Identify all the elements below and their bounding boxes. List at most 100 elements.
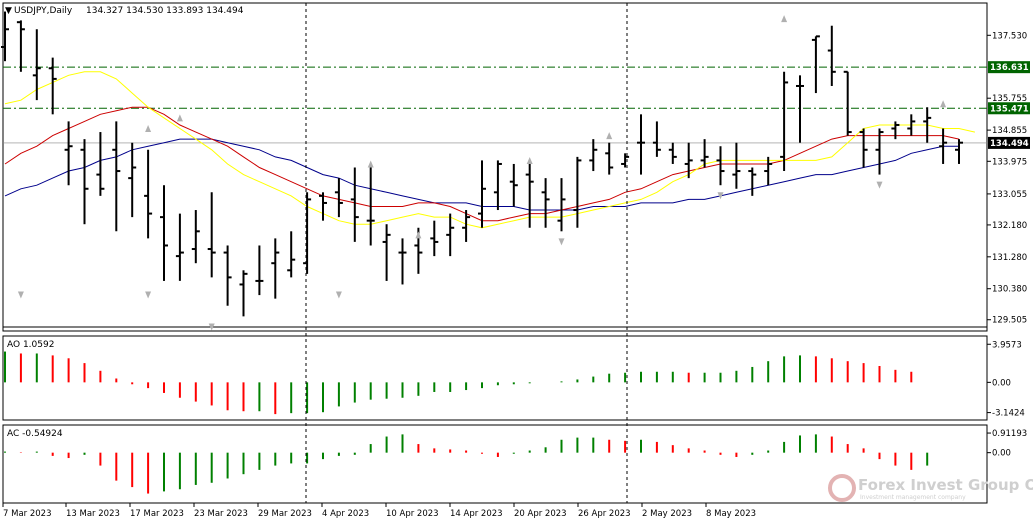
ohlc-bar[interactable] bbox=[334, 178, 343, 218]
ohlc-bar[interactable] bbox=[923, 107, 932, 143]
ohlc-bar[interactable] bbox=[64, 121, 73, 186]
ao-label: AO 1.0592 bbox=[7, 340, 54, 350]
ohlc-bar[interactable] bbox=[144, 149, 153, 239]
ohlc-bar[interactable] bbox=[446, 213, 455, 257]
ohlc-bar[interactable] bbox=[573, 156, 582, 228]
x-tick-label: 2 May 2023 bbox=[642, 509, 692, 519]
ohlc-bar[interactable] bbox=[398, 238, 407, 285]
ohlc-bar[interactable] bbox=[907, 114, 916, 136]
x-tick-label: 26 Apr 2023 bbox=[578, 509, 631, 519]
ohlc-bar[interactable] bbox=[509, 163, 518, 207]
y-tick-label: 137.530 bbox=[992, 31, 1027, 41]
fractal-down-arrow-icon bbox=[208, 323, 215, 331]
y-tick-label: 133.975 bbox=[992, 157, 1027, 167]
ohlc-bar[interactable] bbox=[1, 11, 9, 62]
ohlc-bar[interactable] bbox=[811, 35, 820, 94]
ohlc-bar[interactable] bbox=[191, 210, 200, 264]
fractal-down-arrow-icon bbox=[17, 291, 24, 299]
x-tick-label: 17 Mar 2023 bbox=[130, 509, 184, 519]
ohlc-bar[interactable] bbox=[32, 29, 41, 101]
ohlc-bar[interactable] bbox=[891, 121, 900, 140]
y-tick-label: 134.855 bbox=[992, 126, 1027, 136]
x-tick-label: 8 May 2023 bbox=[706, 509, 756, 519]
ohlc-bar[interactable] bbox=[16, 20, 25, 72]
ohlc-bar[interactable] bbox=[478, 160, 486, 228]
ohlc-bar[interactable] bbox=[875, 128, 884, 175]
ohlc-bar[interactable] bbox=[255, 245, 264, 296]
watermark-name: Forex Invest Group OÜ bbox=[858, 475, 1033, 494]
ohlc-bar[interactable] bbox=[716, 146, 725, 186]
ohlc-bar[interactable] bbox=[160, 185, 168, 281]
fractal-down-arrow-icon bbox=[717, 192, 724, 200]
price-level-tag bbox=[988, 61, 1030, 74]
ohlc-bar[interactable] bbox=[175, 213, 184, 281]
ohlc-bar[interactable] bbox=[382, 224, 391, 281]
main-price-panel[interactable] bbox=[1, 11, 987, 331]
watermark-logo-icon bbox=[828, 474, 856, 502]
ohlc-bar[interactable] bbox=[493, 160, 502, 211]
current-price-tag bbox=[988, 136, 1030, 149]
fractal-up-arrow-icon bbox=[415, 231, 422, 239]
price-level-tag-label: 135.471 bbox=[990, 104, 1029, 114]
fractal-up-arrow-icon bbox=[526, 156, 533, 164]
y-tick-label: 132.180 bbox=[992, 221, 1027, 231]
ohlc-bar[interactable] bbox=[684, 142, 693, 179]
x-tick-label: 29 Mar 2023 bbox=[258, 509, 312, 519]
y-tick-label: 135.755 bbox=[992, 94, 1027, 104]
ohlc-bar[interactable] bbox=[764, 156, 773, 186]
ohlc-bar[interactable] bbox=[112, 121, 121, 232]
ohlc-bar[interactable] bbox=[462, 210, 471, 242]
ohlc-bar[interactable] bbox=[366, 167, 375, 246]
ohlc-bar[interactable] bbox=[955, 139, 963, 164]
ohlc-bar[interactable] bbox=[80, 139, 89, 225]
ohlc-bar[interactable] bbox=[859, 128, 868, 168]
fractal-up-arrow-icon bbox=[367, 160, 374, 168]
x-tick-label: 7 Mar 2023 bbox=[3, 509, 51, 519]
ohlc-bar[interactable] bbox=[589, 139, 598, 172]
x-tick-label: 14 Apr 2023 bbox=[450, 509, 503, 519]
ohlc-bar[interactable] bbox=[96, 132, 105, 196]
watermark-tagline: Investment management company bbox=[860, 494, 966, 501]
ohlc-bar[interactable] bbox=[605, 142, 614, 175]
ohlc-bar[interactable] bbox=[652, 121, 661, 157]
ohlc-bar[interactable] bbox=[430, 220, 439, 257]
ac-indicator-panel[interactable] bbox=[4, 434, 929, 494]
ohlc-bar[interactable] bbox=[780, 71, 789, 172]
ohlc-bar[interactable] bbox=[223, 245, 232, 306]
y-tick-label: 130.380 bbox=[992, 285, 1027, 295]
ohlc-bar[interactable] bbox=[621, 153, 630, 168]
fractal-up-arrow-icon bbox=[940, 100, 947, 108]
ohlc-bar[interactable] bbox=[796, 75, 804, 143]
ohlc-bar[interactable] bbox=[557, 178, 566, 232]
ohlc-bar[interactable] bbox=[239, 270, 248, 317]
chart-ohlc: 134.327 134.530 133.893 134.494 bbox=[86, 6, 244, 16]
y-tick-label: 131.280 bbox=[992, 253, 1027, 263]
ao-y-tick-label: 3.9573 bbox=[992, 340, 1022, 350]
ohlc-bar[interactable] bbox=[319, 192, 327, 221]
ohlc-bar[interactable] bbox=[287, 231, 296, 278]
ohlc-bar[interactable] bbox=[668, 142, 677, 164]
ohlc-bar[interactable] bbox=[843, 70, 852, 136]
ohlc-bar[interactable] bbox=[827, 25, 836, 86]
price-level-tag-label: 136.631 bbox=[990, 63, 1029, 73]
ohlc-bar[interactable] bbox=[525, 160, 534, 228]
ohlc-bar[interactable] bbox=[128, 142, 137, 218]
ohlc-bar[interactable] bbox=[350, 167, 359, 242]
ao-indicator-panel[interactable] bbox=[4, 351, 913, 415]
ohlc-bar[interactable] bbox=[939, 128, 948, 164]
ohlc-bar[interactable] bbox=[207, 192, 216, 278]
ac-y-tick-label: 0.00 bbox=[992, 449, 1011, 459]
ohlc-bar[interactable] bbox=[271, 238, 280, 299]
ohlc-bar[interactable] bbox=[637, 114, 645, 175]
x-tick-label: 20 Apr 2023 bbox=[514, 509, 567, 519]
ohlc-bar[interactable] bbox=[732, 142, 741, 189]
ohlc-bar[interactable] bbox=[748, 167, 757, 196]
ohlc-bar[interactable] bbox=[541, 178, 550, 228]
ao-panel-frame bbox=[2, 335, 988, 421]
current-price-tag-label: 134.494 bbox=[990, 139, 1029, 149]
ohlc-bar[interactable] bbox=[48, 57, 57, 115]
fractal-up-arrow-icon bbox=[145, 125, 152, 133]
ohlc-bar[interactable] bbox=[700, 139, 709, 168]
